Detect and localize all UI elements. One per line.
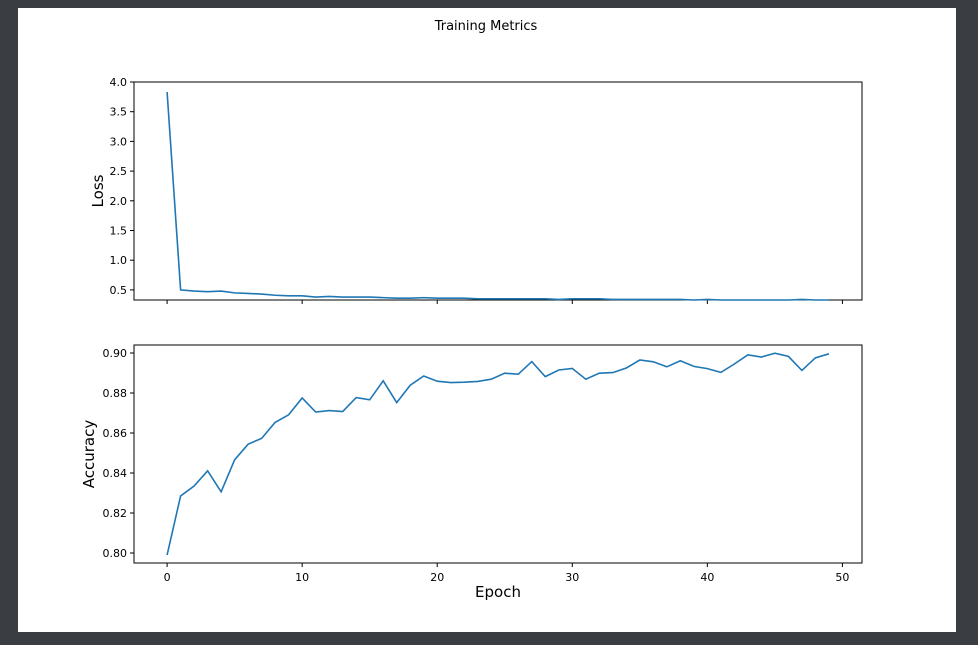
acc-y-tick-label: 0.88: [103, 387, 128, 400]
loss-y-axis-label: Loss: [89, 174, 107, 207]
acc-x-tick-label: 30: [565, 571, 579, 584]
acc-y-tick-label: 0.80: [103, 547, 128, 560]
loss-y-tick-label: 3.5: [110, 106, 128, 119]
loss-y-tick-label: 1.0: [110, 254, 128, 267]
loss-y-tick-label: 1.5: [110, 225, 128, 238]
accuracy-y-ticks: 0.80 0.82 0.84 0.86 0.88 0.90: [103, 347, 134, 560]
accuracy-x-ticks: 0 10 20 30 40 50: [164, 563, 849, 584]
acc-y-tick-label: 0.86: [103, 427, 128, 440]
loss-y-ticks: 0.5 1.0 1.5 2.0 2.5 3.0 3.5 4.0: [110, 76, 134, 297]
acc-y-tick-label: 0.84: [103, 467, 128, 480]
window-bottom-bar: [0, 632, 978, 645]
acc-x-tick-label: 40: [700, 571, 714, 584]
loss-axes: 0.5 1.0 1.5 2.0 2.5 3.0 3.5 4.0 Loss: [89, 76, 863, 304]
accuracy-plot-frame: [133, 344, 863, 564]
acc-y-tick-label: 0.82: [103, 507, 128, 520]
acc-y-tick-label: 0.90: [103, 347, 128, 360]
loss-plot-frame: [133, 81, 863, 301]
acc-x-tick-label: 10: [295, 571, 309, 584]
figure-window: Training Metrics 0.5 1.0 1.5 2.0 2.5 3.0 3.5 4.…: [18, 8, 956, 632]
loss-y-tick-label: 4.0: [110, 76, 128, 89]
loss-y-tick-label: 3.0: [110, 135, 128, 148]
loss-y-tick-label: 2.5: [110, 165, 128, 178]
loss-y-tick-label: 0.5: [110, 284, 128, 297]
loss-series-line: [166, 92, 829, 301]
accuracy-series-line: [166, 352, 830, 556]
accuracy-y-axis-label: Accuracy: [80, 420, 98, 489]
loss-x-ticks: [166, 300, 843, 304]
acc-x-tick-label: 20: [430, 571, 444, 584]
loss-y-tick-label: 2.0: [110, 195, 128, 208]
chart-title: Training Metrics: [434, 19, 538, 34]
accuracy-axes: 0.80 0.82 0.84 0.86 0.88 0.90 0 10 20 30 40 50 Acc…: [80, 344, 863, 601]
acc-x-tick-label: 0: [164, 571, 171, 584]
accuracy-x-axis-label: Epoch: [475, 583, 521, 601]
acc-x-tick-label: 50: [835, 571, 849, 584]
training-metrics-figure: Training Metrics 0.5 1.0 1.5 2.0 2.5 3.0 3.5 4.…: [80, 19, 863, 601]
